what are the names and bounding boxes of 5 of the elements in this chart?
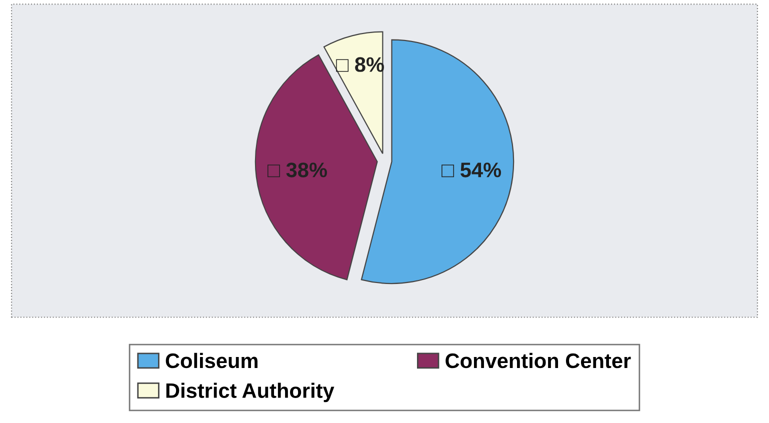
legend-label: Convention Center <box>446 352 631 368</box>
legend-label: Coliseum <box>166 352 258 368</box>
data-label: □ 54% <box>442 162 502 178</box>
legend-label: District Authority <box>166 382 334 402</box>
data-label: □ 38% <box>268 162 327 178</box>
